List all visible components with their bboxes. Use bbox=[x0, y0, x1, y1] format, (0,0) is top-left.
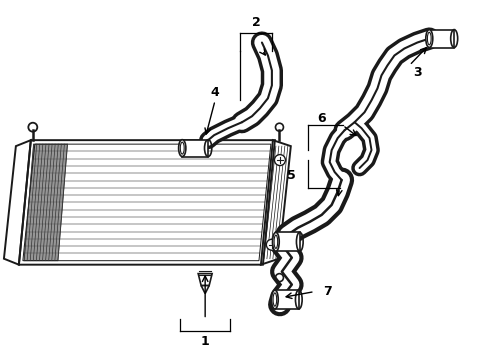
Text: 3: 3 bbox=[412, 66, 421, 79]
Text: 6: 6 bbox=[317, 112, 325, 125]
Polygon shape bbox=[198, 274, 212, 285]
Text: 7: 7 bbox=[323, 285, 331, 298]
Circle shape bbox=[274, 154, 285, 166]
Bar bbox=[274, 290, 298, 309]
Circle shape bbox=[266, 239, 277, 250]
Bar bbox=[275, 232, 299, 251]
Text: 5: 5 bbox=[287, 168, 296, 181]
Bar bbox=[428, 30, 453, 48]
Bar bbox=[182, 140, 208, 157]
Ellipse shape bbox=[425, 30, 432, 48]
Ellipse shape bbox=[178, 140, 185, 157]
Polygon shape bbox=[201, 285, 209, 293]
Text: 2: 2 bbox=[251, 16, 260, 29]
Ellipse shape bbox=[271, 290, 278, 309]
Text: 1: 1 bbox=[201, 335, 209, 348]
Text: 4: 4 bbox=[210, 86, 219, 99]
Ellipse shape bbox=[272, 232, 279, 251]
Polygon shape bbox=[24, 144, 67, 261]
